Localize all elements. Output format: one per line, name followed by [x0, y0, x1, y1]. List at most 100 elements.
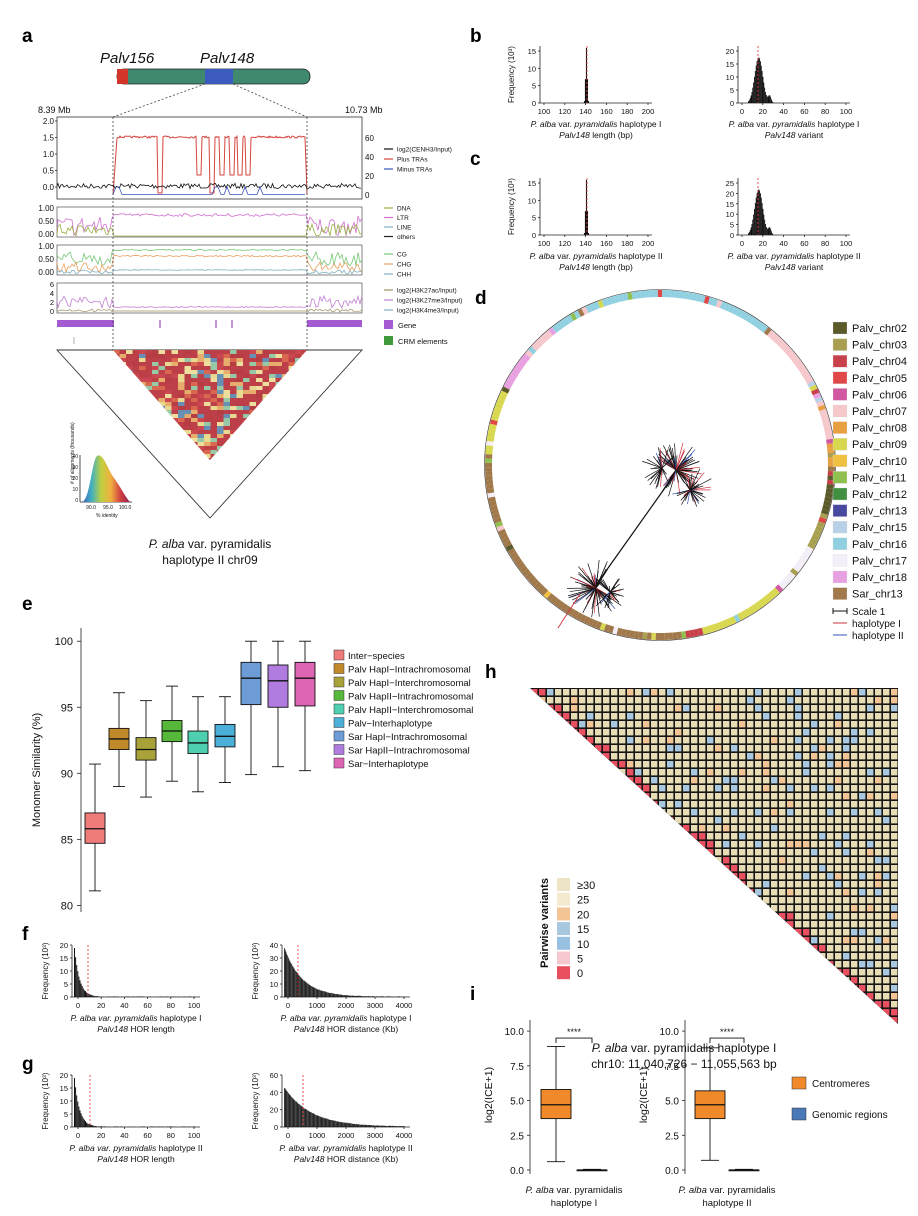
variant-cell — [643, 969, 650, 976]
variant-cell — [531, 689, 538, 696]
histogram-bar — [755, 197, 757, 235]
variant-cell — [547, 985, 554, 992]
ring-segment — [573, 310, 581, 319]
variant-cell — [691, 785, 698, 792]
heatmap-cell — [126, 366, 133, 371]
variant-cell — [731, 897, 738, 904]
heatmap-cell — [145, 454, 153, 459]
histogram-bar — [340, 1121, 341, 1127]
variant-cell — [635, 729, 642, 736]
histogram-bar — [88, 993, 90, 997]
track2-tick: 1.00 — [38, 204, 54, 213]
x-tick-label: 100 — [188, 1001, 201, 1010]
variant-cell — [715, 809, 722, 816]
heatmap-cell — [178, 430, 185, 435]
variant-cell — [859, 761, 866, 768]
h3k27ac-line — [57, 308, 363, 313]
variant-cell — [795, 873, 802, 880]
variant-cell — [563, 817, 570, 824]
hist-ylabel: Frequency (10³) — [507, 46, 516, 103]
variant-cell — [595, 993, 602, 1000]
variant-cell — [651, 729, 658, 736]
hist-xlabel: Palv148 variant — [765, 130, 824, 140]
ring-segment — [546, 593, 555, 602]
variant-cell — [707, 1009, 714, 1016]
histogram-bar — [337, 994, 339, 997]
heatmap-cell — [288, 366, 296, 371]
variant-cell — [659, 969, 666, 976]
heatmap-cell — [249, 422, 257, 427]
variant-cell — [595, 1001, 602, 1008]
variant-cell — [739, 737, 746, 744]
heatmap-cell — [223, 354, 231, 359]
heatmap-cell — [275, 410, 283, 415]
variant-cell — [779, 1001, 786, 1008]
ring-segment — [676, 631, 682, 640]
histogram-bar — [300, 977, 302, 997]
variant-cell — [859, 793, 866, 800]
ring-segment — [816, 400, 825, 408]
heatmap-cell — [184, 454, 192, 459]
variant-cell — [675, 945, 682, 952]
variant-cell — [755, 793, 762, 800]
variant-cell — [835, 961, 842, 968]
box-0 — [694, 1047, 726, 1161]
histogram-bar — [364, 1124, 365, 1127]
variant-cell — [667, 977, 674, 984]
variant-cell — [683, 857, 690, 864]
panel-h-caption-2: chr10: 11,040,726 − 11,055,563 bp — [591, 1057, 777, 1071]
histogram-bar — [768, 95, 770, 103]
variant-cell — [619, 817, 626, 824]
variant-cell — [763, 697, 770, 704]
histogram-bar — [74, 948, 75, 997]
variant-cell — [587, 993, 594, 1000]
ring-segment — [644, 290, 650, 298]
variant-cell — [683, 873, 690, 880]
histogram-bar — [328, 993, 330, 997]
histogram-bar — [324, 1118, 325, 1127]
variant-cell — [651, 849, 658, 856]
variant-cell — [635, 857, 642, 864]
e-legend-label: Palv HapI−Intrachromosomal — [348, 665, 471, 676]
variant-cell — [723, 929, 730, 936]
tree-branch — [609, 591, 620, 603]
variant-cell — [539, 985, 546, 992]
heatmap-cell — [152, 350, 159, 355]
heatmap-cell — [282, 426, 289, 431]
histogram-bar — [344, 995, 346, 997]
heatmap-cell — [191, 426, 198, 431]
track4-legend-label: log2(H3K27me3/Input) — [397, 298, 462, 305]
heatmap-cell — [184, 458, 192, 460]
variant-cell — [563, 833, 570, 840]
histogram-bar — [326, 1118, 328, 1127]
heatmap-cell — [249, 358, 257, 363]
heatmap-cell — [249, 410, 257, 415]
variant-cell — [707, 1001, 714, 1008]
variant-cell — [651, 1001, 658, 1008]
variant-cell — [707, 825, 714, 832]
variant-cell — [555, 1009, 562, 1016]
heatmap-cell — [204, 394, 211, 399]
ring-segment — [681, 631, 687, 639]
variant-cell — [547, 785, 554, 792]
histogram-bar — [764, 87, 766, 103]
heatmap-cell — [269, 370, 276, 375]
histogram-bar — [358, 995, 360, 997]
heatmap-cell — [171, 394, 179, 399]
heatmap-cell — [178, 394, 185, 399]
variant-cell — [595, 857, 602, 864]
histogram-bar — [116, 1126, 118, 1127]
histogram-bar — [193, 996, 195, 997]
variant-cell — [611, 777, 618, 784]
variant-cell — [843, 993, 850, 1000]
variant-cell — [707, 817, 714, 824]
variant-cell — [835, 833, 842, 840]
variant-cell — [843, 953, 850, 960]
heatmap-cell — [119, 358, 127, 363]
heatmap-cell — [243, 430, 250, 435]
heatmap-cell — [197, 458, 205, 460]
variant-cell — [707, 801, 714, 808]
significance-stars: **** — [567, 1027, 582, 1037]
heatmap-cell — [217, 402, 224, 407]
variant-cell — [699, 849, 706, 856]
